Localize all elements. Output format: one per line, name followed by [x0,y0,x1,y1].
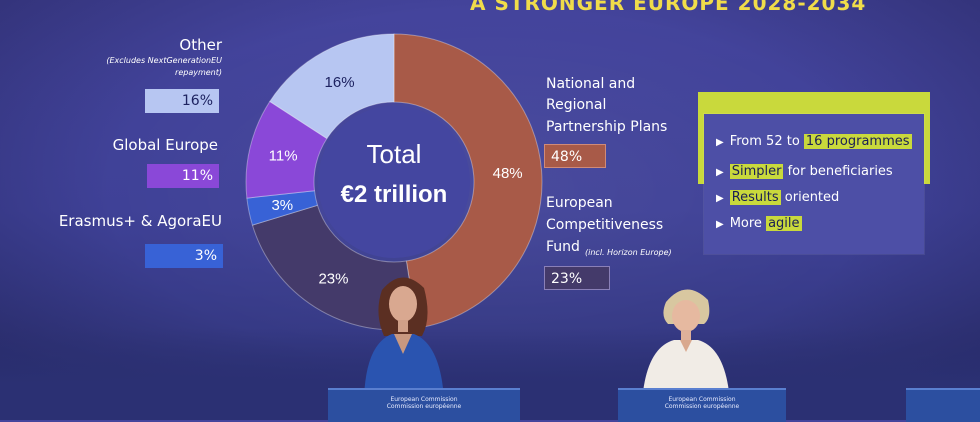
pct-box-ecf: 23% [544,266,610,290]
arrow-right-icon: ▶ [716,193,724,204]
slide-title: A STRONGER EUROPE 2028-2034 [470,0,867,15]
callout-bullet-2: ▶ Simpler for beneficiaries [716,164,893,179]
podium-left-line2: Commission européenne [386,403,462,410]
arrow-right-icon: ▶ [716,137,724,148]
podium-right-line1: European Commission [668,396,736,403]
arrow-right-icon: ▶ [716,167,724,178]
arrow-right-icon: ▶ [716,219,724,230]
note-other-line2: repayment) [175,68,222,77]
podium-left: European Commission Commission européenn… [328,388,520,422]
pct-box-other: 16% [145,89,219,113]
reform-callout: ▶ From 52 to 16 programmes ▶ Simpler for b… [704,114,924,254]
podium-right-line2: Commission européenne [664,403,740,410]
label-nrpp-line2: Regional [546,97,607,113]
b1-text: From 52 to [729,134,804,149]
donut-slice-label-1: 48% [493,165,523,182]
callout-bullet-4: ▶ More agile [716,216,802,231]
label-ecf-line3: Fund [546,239,580,255]
label-nrpp-line1: National and [546,76,636,92]
donut-slice-label-4: 11% [269,148,298,165]
donut-slice-2 [251,204,418,331]
donut-slice-4 [245,100,328,199]
donut-hole [318,106,470,258]
callout-bullet-1: ▶ From 52 to 16 programmes [716,134,912,149]
podium-right: European Commission Commission européenn… [618,388,786,422]
label-erasmus: Erasmus+ & AgoraEU [58,212,222,230]
label-ecf-note: (incl. Horizon Europe) [585,248,672,257]
donut-center-amount: €2 trillion [341,181,448,208]
donut-slice-label-3: 3% [271,197,293,214]
donut-slice-label-2: 23% [318,271,348,288]
podium-left-line1: European Commission [390,396,458,403]
b3-text: oriented [780,190,840,205]
b4-highlight: agile [766,216,802,231]
label-global-europe: Global Europe [112,136,218,154]
donut-slice-1 [393,33,543,329]
podium-edge [906,388,980,422]
donut-slice-label-5: 16% [325,74,355,91]
budget-donut-chart: Total €2 trillion 48% 23% 3% 11% 16% [245,33,543,331]
b2-text: for beneficiaries [783,164,893,179]
speaker-right [642,289,730,402]
pct-box-global-europe: 11% [147,164,219,188]
label-other: Other [179,36,222,54]
b4-text: More [729,216,767,231]
donut-center-total: Total [367,139,422,169]
donut-slice-5 [269,33,395,140]
label-ecf-line1: European [546,195,613,211]
pct-box-nrpp: 48% [544,144,606,168]
label-ecf-line2: Competitiveness [546,217,664,233]
pct-box-erasmus: 3% [145,244,223,268]
b1-highlight: 16 programmes [803,134,912,149]
label-nrpp-line3: Partnership Plans [546,119,668,135]
speaker-left [364,277,444,398]
b3-highlight: Results [729,190,781,205]
b2-highlight: Simpler [729,164,784,179]
callout-bullet-3: ▶ Results oriented [716,190,839,205]
note-other-line1: (Excludes NextGenerationEU [106,56,222,65]
